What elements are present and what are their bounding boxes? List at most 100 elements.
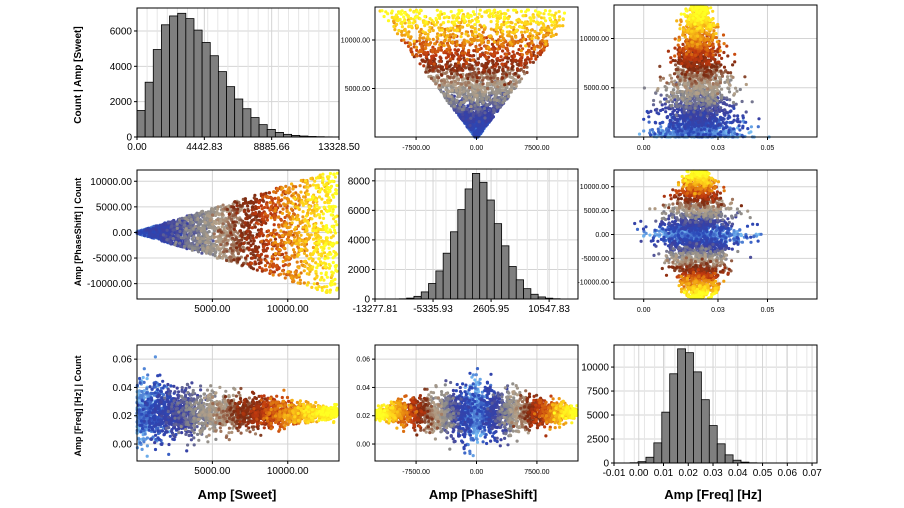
scatter-point (699, 37, 703, 41)
scatter-point (721, 127, 725, 131)
scatter-point (481, 82, 485, 86)
scatter-point (476, 88, 480, 92)
scatter-point (539, 20, 543, 25)
scatter-point (707, 42, 711, 46)
scatter-point (502, 11, 506, 16)
scatter-point (725, 44, 729, 48)
scatter-point (666, 115, 670, 119)
scatter-point (486, 45, 491, 50)
scatter-point (420, 45, 424, 49)
scatter-point (492, 98, 496, 102)
scatter-point (733, 52, 737, 56)
scatter-point (483, 111, 487, 115)
scatter-point (499, 55, 503, 59)
scatter-point (750, 100, 754, 104)
scatter-point (402, 38, 406, 42)
scatter-point (483, 124, 487, 128)
x-tick-label: 8885.66 (254, 142, 291, 153)
scatter-point (506, 66, 510, 70)
scatter-point (705, 47, 709, 51)
scatter-point (519, 77, 524, 81)
scatter-point (449, 10, 453, 14)
scatter-point (686, 121, 690, 125)
scatter-point (470, 54, 474, 58)
scatter-point (514, 58, 518, 62)
scatter-point (719, 106, 723, 110)
scatter-point (508, 71, 512, 75)
scatter-point (531, 34, 535, 38)
scatter-point (658, 64, 662, 68)
scatter-point (446, 20, 450, 24)
scatter-point (456, 48, 460, 52)
scatter-point (676, 90, 680, 94)
scatter-point (507, 94, 511, 99)
scatter-point (693, 53, 698, 58)
scatter-point (719, 63, 723, 67)
scatter-point (715, 111, 719, 115)
scatter-point (438, 43, 442, 47)
scatter-point (486, 40, 490, 45)
scatter-point (683, 73, 688, 77)
scatter-point (486, 86, 490, 90)
scatter-point (541, 47, 545, 51)
scatter-point (683, 125, 687, 129)
scatter-point (450, 72, 454, 76)
scatter-point (659, 93, 663, 97)
scatter-point (548, 9, 552, 13)
scatter-point (547, 12, 551, 16)
scatter-point (722, 42, 726, 46)
scatter-point (740, 99, 744, 104)
scatter-point (518, 25, 523, 29)
scatter-point (687, 50, 691, 54)
scatter-point (459, 25, 463, 29)
scatter-point (400, 25, 404, 29)
scatter-point (433, 42, 437, 46)
scatter-point (446, 93, 450, 97)
scatter-point (659, 125, 663, 129)
scatter-point (403, 41, 407, 45)
scatter-point (447, 75, 451, 79)
scatter-point (525, 21, 529, 25)
scatter-point (695, 98, 700, 102)
scatter-point (492, 40, 496, 44)
scatter-point (543, 39, 547, 43)
scatter-point (741, 114, 745, 118)
scatter-point (512, 8, 516, 12)
scatter-point (505, 30, 510, 34)
scatter-point (505, 46, 509, 50)
scatter-point (455, 42, 459, 47)
scatter-point (702, 127, 707, 131)
scatter-point (688, 77, 692, 81)
scatter-point (511, 76, 515, 80)
scatter-point (678, 23, 682, 27)
scatter-point (473, 23, 477, 27)
scatter-point (478, 53, 482, 57)
scatter-point (705, 114, 709, 118)
scatter-point (480, 14, 484, 19)
scatter-point (469, 29, 474, 33)
scatter-point (475, 75, 479, 80)
scatter-point (686, 64, 690, 69)
histogram-bar (136, 110, 146, 138)
scatter-point (744, 110, 748, 114)
scatter-point (429, 61, 433, 65)
scatter-point (526, 56, 530, 60)
scatter-point (686, 110, 690, 114)
scatter-point (727, 130, 731, 134)
scatter-point (711, 113, 715, 117)
scatter-point (489, 76, 493, 80)
scatter-point (417, 39, 422, 43)
scatter-point (701, 102, 705, 107)
scatter-point (734, 86, 738, 90)
x-tick-label: 0.00 (127, 142, 147, 153)
scatter-point (685, 95, 690, 99)
scatter-point (453, 79, 457, 83)
scatter-point (442, 21, 446, 25)
scatter-point (465, 39, 469, 43)
scatter-point (542, 23, 546, 27)
scatter-point (650, 128, 655, 132)
scatter-point (486, 95, 490, 99)
scatter-point (651, 103, 656, 107)
scatter-point (669, 60, 673, 64)
scatter-point (508, 40, 512, 44)
